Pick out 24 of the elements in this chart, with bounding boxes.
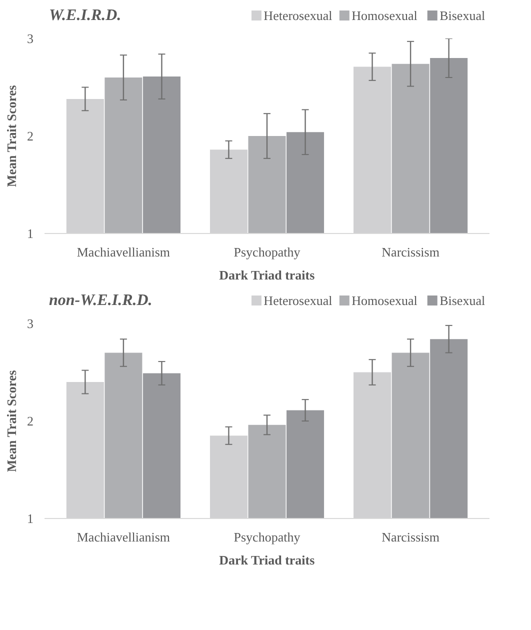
legend-label: Bisexual — [440, 8, 486, 23]
y-axis-title: Mean Trait Scores — [4, 85, 19, 188]
y-tick-label: 2 — [27, 128, 34, 144]
legend-label: Bisexual — [440, 293, 486, 308]
y-axis-title: Mean Trait Scores — [4, 370, 19, 472]
chart-title: non-W.E.I.R.D. — [49, 292, 152, 309]
x-axis-title: Dark Triad traits — [219, 268, 315, 282]
x-tick-label: Machiavellianism — [76, 530, 170, 544]
y-tick-label: 1 — [27, 226, 34, 241]
y-tick-label: 3 — [27, 316, 34, 331]
y-tick-label: 1 — [27, 511, 34, 526]
legend-label: Heterosexual — [264, 8, 333, 23]
x-tick-label: Narcissism — [382, 530, 440, 544]
y-tick-label: 2 — [27, 414, 34, 428]
x-tick-label: Psychopathy — [234, 244, 301, 260]
legend-label: Heterosexual — [264, 293, 333, 308]
chart-title: W.E.I.R.D. — [49, 7, 122, 24]
x-axis-title: Dark Triad traits — [219, 552, 315, 568]
legend-label: Homosexual — [352, 8, 418, 23]
x-tick-label: Machiavellianism — [76, 244, 170, 260]
legend-label: Homosexual — [352, 293, 418, 308]
y-tick-label: 3 — [27, 31, 34, 46]
x-tick-label: Narcissism — [382, 244, 440, 260]
x-tick-label: Psychopathy — [234, 530, 301, 544]
